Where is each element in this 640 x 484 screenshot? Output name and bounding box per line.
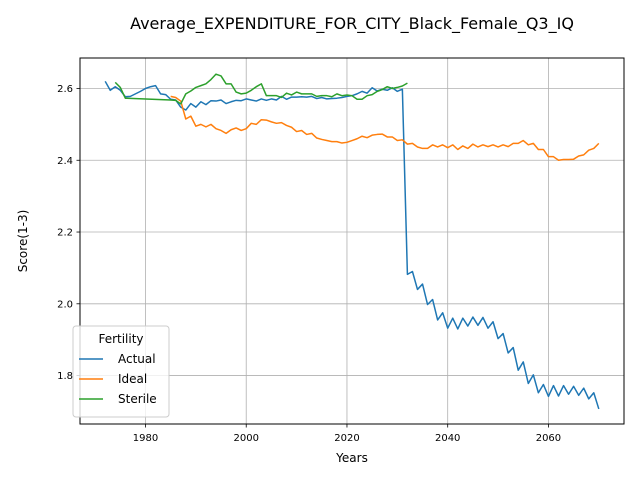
y-tick-label: 2.0 bbox=[57, 299, 73, 310]
x-tick-label: 2060 bbox=[536, 433, 561, 444]
legend-label-ideal: Ideal bbox=[118, 372, 147, 386]
x-axis-label: Years bbox=[335, 451, 368, 465]
series-line-ideal bbox=[170, 95, 600, 162]
series-line-sterile bbox=[114, 73, 408, 105]
plot-area bbox=[104, 73, 600, 410]
x-axis-ticks: 1980 2000 2020 2040 2060 bbox=[133, 424, 561, 444]
chart-title: Average_EXPENDITURE_FOR_CITY_Black_Femal… bbox=[130, 14, 574, 34]
legend: Fertility Actual Ideal Sterile bbox=[72, 325, 170, 418]
y-tick-label: 2.6 bbox=[57, 84, 73, 95]
legend-label-sterile: Sterile bbox=[118, 392, 157, 406]
x-tick-label: 2040 bbox=[435, 433, 460, 444]
legend-box bbox=[72, 325, 170, 418]
y-tick-label: 2.2 bbox=[57, 228, 73, 239]
y-tick-label: 2.4 bbox=[57, 156, 73, 167]
y-tick-label: 1.8 bbox=[57, 371, 73, 382]
y-axis-label: Score(1-3) bbox=[16, 210, 30, 273]
legend-label-actual: Actual bbox=[118, 352, 156, 366]
legend-entries: Actual Ideal Sterile bbox=[79, 352, 157, 406]
x-tick-label: 2000 bbox=[233, 433, 258, 444]
legend-title: Fertility bbox=[98, 332, 143, 346]
x-tick-label: 2020 bbox=[334, 433, 359, 444]
x-tick-label: 1980 bbox=[133, 433, 158, 444]
grid-lines bbox=[80, 58, 624, 424]
axes-frame bbox=[79, 57, 625, 425]
